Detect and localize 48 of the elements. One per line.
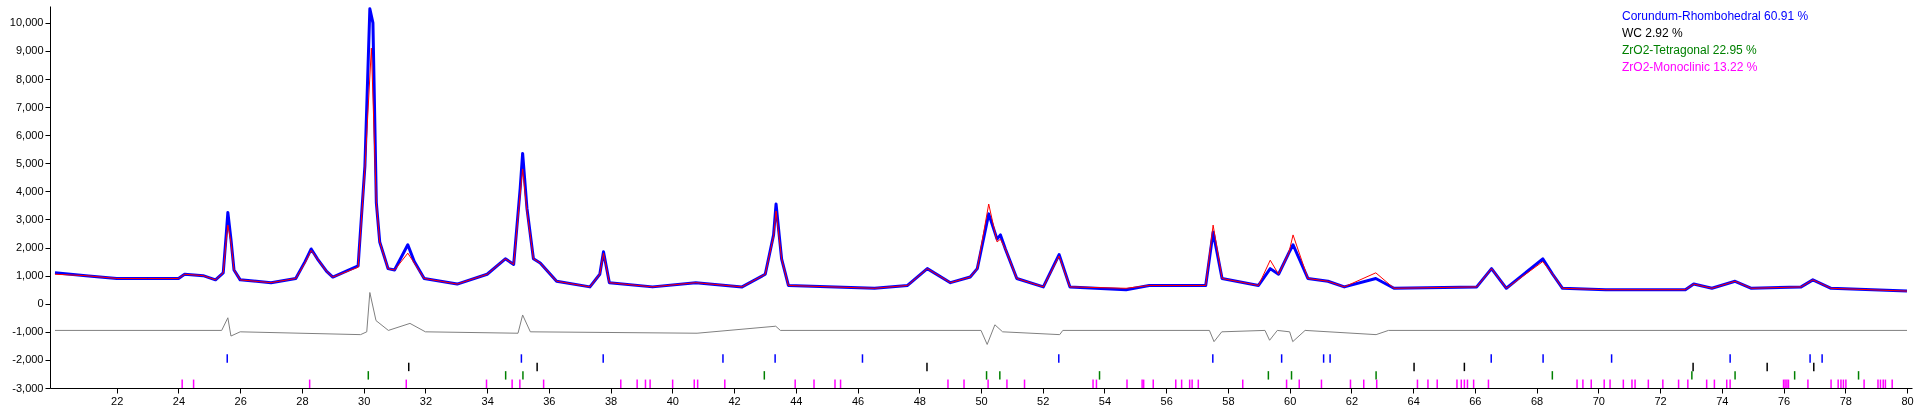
text: WC 2.92 %	[1622, 26, 1684, 40]
x-tick-label: 32	[419, 394, 433, 407]
x-tick-label: 78	[1839, 394, 1852, 407]
text: Corundum-Rhombohedral 60.91 %	[1622, 9, 1809, 23]
x-tick-label: 72	[1654, 394, 1667, 407]
y-tick-label: 6,000	[15, 128, 44, 141]
x-tick-label: 58	[1222, 394, 1235, 407]
y-tick-label: 4,000	[15, 184, 44, 197]
x-tick-label: 42	[728, 394, 741, 407]
y-tick-label: 0	[37, 297, 44, 310]
x-tick-label: 40	[666, 394, 679, 407]
y-tick-label: 5,000	[15, 156, 44, 169]
x-tick-label: 38	[604, 394, 618, 407]
x-tick-label: 54	[1098, 394, 1112, 407]
x-tick-label: 70	[1592, 394, 1605, 407]
x-tick-label: 66	[1469, 394, 1482, 407]
y-tick-label: 3,000	[15, 212, 44, 225]
x-tick-label: 22	[111, 394, 124, 407]
y-tick-label: 9,000	[15, 44, 44, 57]
x-tick-label: 56	[1160, 394, 1173, 407]
x-tick-label: 64	[1407, 394, 1420, 407]
x-tick-label: 36	[543, 394, 556, 407]
x-tick-label: 62	[1345, 394, 1359, 407]
y-tick-label: 7,000	[15, 100, 44, 113]
x-tick-label: 74	[1716, 394, 1729, 407]
y-tick-label: 8,000	[15, 72, 44, 85]
x-tick-label: 30	[358, 394, 371, 407]
x-tick-label: 24	[172, 394, 186, 407]
x-tick-label: 26	[234, 394, 247, 407]
x-tick-label: 48	[913, 394, 926, 407]
y-tick-label: 2,000	[15, 241, 44, 254]
x-tick-label: 52	[1037, 394, 1050, 407]
x-tick-label: 50	[975, 394, 988, 407]
x-tick-label: 46	[851, 394, 865, 407]
y-tick-label: 10,000	[9, 16, 44, 29]
y-tick-label: -3,000	[12, 381, 44, 394]
x-tick-label: 60	[1284, 394, 1297, 407]
x-tick-label: 34	[481, 394, 494, 407]
x-tick-label: 76	[1777, 394, 1791, 407]
y-tick-label: 1,000	[15, 269, 44, 282]
text: ZrO2-Tetragonal 22.95 %	[1622, 43, 1758, 57]
x-tick-label: 68	[1530, 394, 1544, 407]
x-tick-label: 28	[296, 394, 309, 407]
x-tick-label: 44	[790, 394, 803, 407]
x-tick-label: 80	[1901, 394, 1914, 407]
text: ZrO2-Monoclinic 13.22 %	[1622, 60, 1758, 74]
y-tick-label: -1,000	[12, 325, 44, 338]
y-tick-label: -2,000	[12, 353, 44, 366]
